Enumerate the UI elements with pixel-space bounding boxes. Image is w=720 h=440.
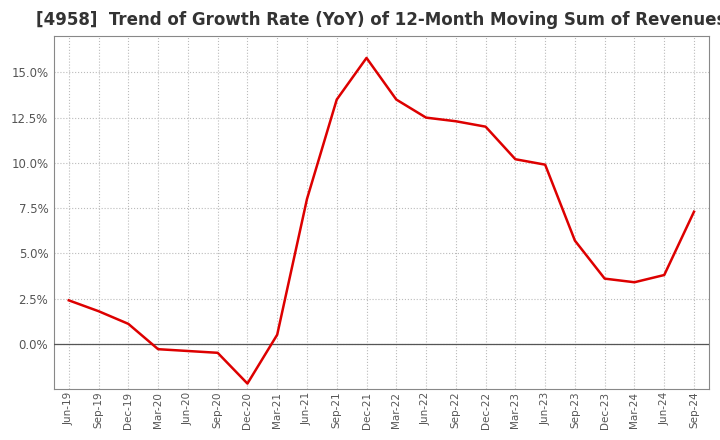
Title: [4958]  Trend of Growth Rate (YoY) of 12-Month Moving Sum of Revenues: [4958] Trend of Growth Rate (YoY) of 12-… (36, 11, 720, 29)
